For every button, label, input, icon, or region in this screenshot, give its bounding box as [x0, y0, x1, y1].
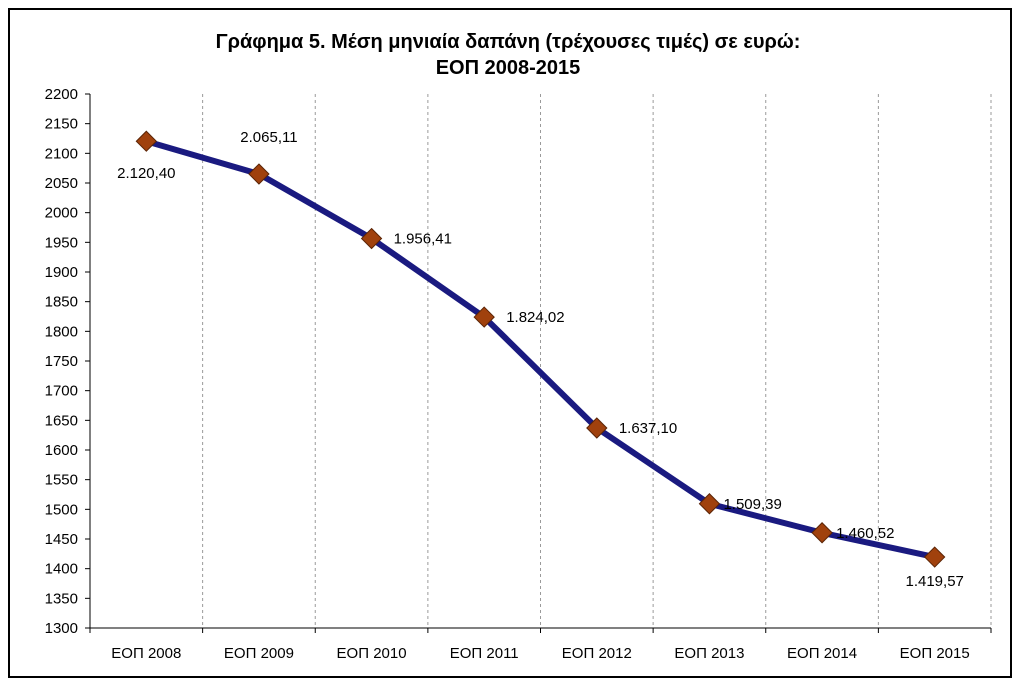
data-point-marker	[135, 130, 158, 152]
data-point-marker	[923, 546, 946, 568]
data-point-marker	[586, 417, 608, 439]
y-tick-label: 1600	[45, 442, 78, 459]
y-tick-label: 1300	[45, 620, 78, 637]
y-tick-label: 2100	[45, 145, 78, 162]
data-label: 2.120,40	[117, 165, 175, 182]
data-label: 1.637,10	[619, 420, 677, 437]
y-tick-label: 2200	[45, 86, 78, 103]
chart-title-line-1: Γράφημα 5. Μέση μηνιαία δαπάνη (τρέχουσε…	[216, 31, 801, 53]
y-tick-label: 1800	[45, 323, 78, 340]
y-tick-labels: 1300 1350 1400 1450 1500 1550 1600 1650 1700 1750…	[45, 86, 78, 637]
data-point-marker	[698, 493, 721, 515]
series-line-path	[143, 138, 938, 561]
data-point-marker	[360, 227, 383, 250]
x-tick-label: ΕΟΠ 2015	[900, 645, 970, 662]
data-label: 1.956,41	[394, 231, 452, 248]
x-tick-label: ΕΟΠ 2010	[337, 645, 407, 662]
y-tick-label: 1450	[45, 531, 78, 548]
chart-title-line-2: ΕΟΠ 2008-2015	[436, 57, 581, 79]
y-tick-label: 1700	[45, 383, 78, 400]
data-label: 2.065,11	[240, 129, 297, 146]
y-tick-label: 2050	[45, 175, 78, 192]
x-tick-label: ΕΟΠ 2012	[562, 645, 632, 662]
y-tick-label: 2000	[45, 205, 78, 222]
data-labels: 2.120,40 2.065,11 1.956,41 1.824,02 1.637,10…	[117, 129, 964, 590]
grid-lines	[202, 94, 992, 628]
x-tick-label: ΕΟΠ 2008	[111, 645, 181, 662]
data-label: 1.460,52	[836, 525, 894, 542]
x-tick-label: ΕΟΠ 2014	[787, 645, 857, 662]
data-point-marker	[473, 306, 495, 328]
data-markers	[135, 130, 946, 568]
y-tick-label: 1750	[45, 353, 78, 370]
x-tick-label: ΕΟΠ 2013	[674, 645, 744, 662]
x-tick-labels: ΕΟΠ 2008 ΕΟΠ 2009 ΕΟΠ 2010 ΕΟΠ 2011 ΕΟΠ 2012…	[111, 645, 969, 662]
y-tick-label: 1950	[45, 234, 78, 251]
axes	[85, 93, 992, 633]
series-line	[143, 138, 938, 561]
data-label: 1.419,57	[905, 573, 963, 590]
chart-frame: Γράφημα 5. Μέση μηνιαία δαπάνη (τρέχουσε…	[8, 8, 1012, 678]
y-tick-label: 1550	[45, 472, 78, 489]
y-tick-label: 1650	[45, 412, 78, 429]
data-point-marker	[811, 522, 833, 544]
y-tick-label: 1900	[45, 264, 78, 281]
line-chart: Γράφημα 5. Μέση μηνιαία δαπάνη (τρέχουσε…	[45, 31, 992, 662]
y-tick-label: 1500	[45, 501, 78, 518]
data-label: 1.509,39	[723, 496, 781, 513]
x-tick-label: ΕΟΠ 2009	[224, 645, 294, 662]
y-tick-label: 2150	[45, 116, 78, 133]
data-label: 1.824,02	[506, 309, 564, 326]
data-point-marker	[248, 163, 270, 185]
y-tick-label: 1850	[45, 294, 78, 311]
y-tick-label: 1400	[45, 561, 78, 578]
x-tick-label: ΕΟΠ 2011	[450, 645, 519, 662]
y-tick-label: 1350	[45, 590, 78, 607]
